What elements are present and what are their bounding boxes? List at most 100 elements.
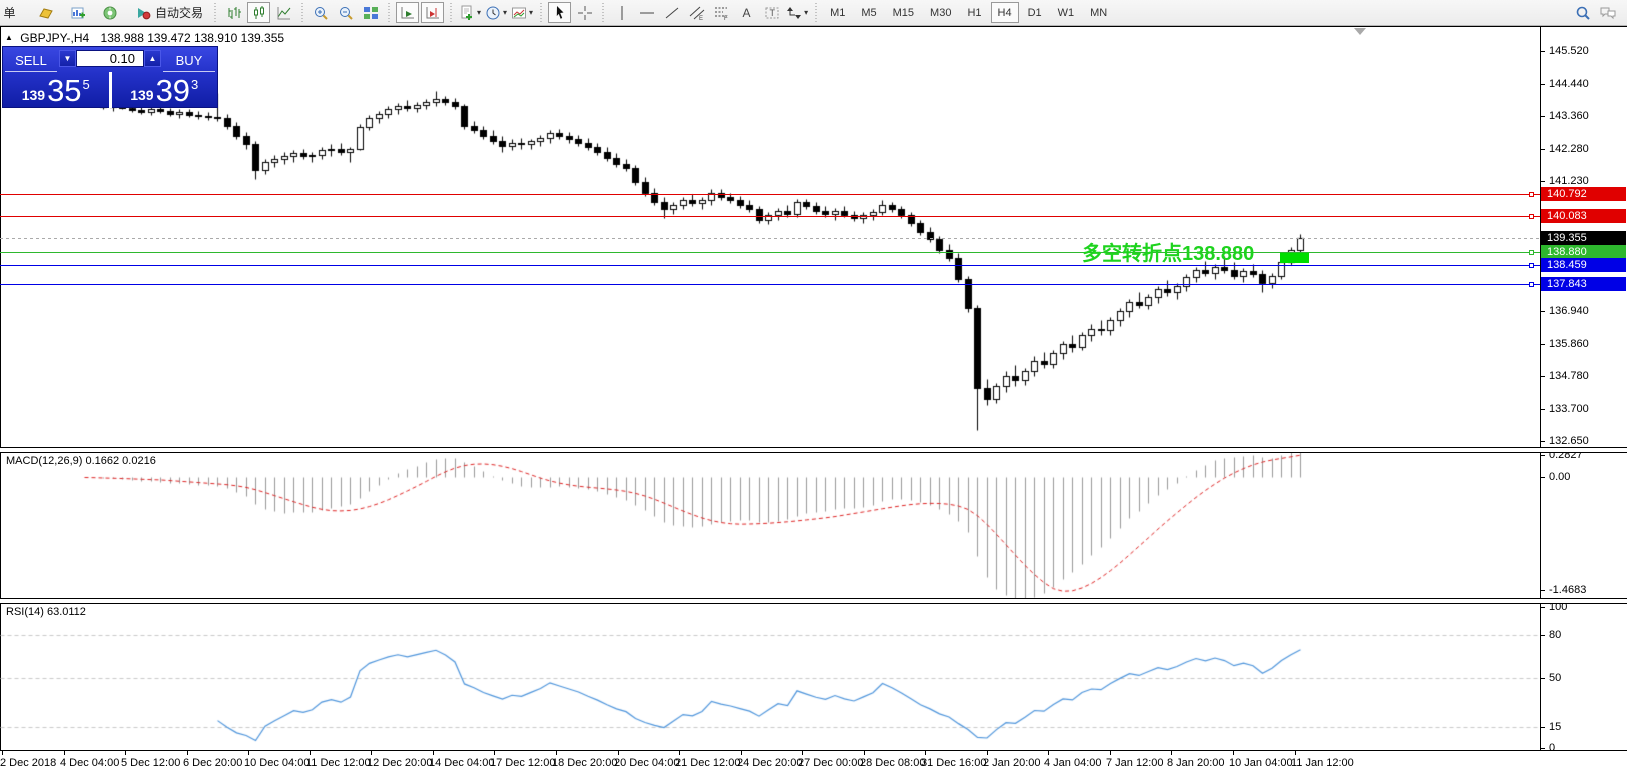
price-axis-tick-label: 132.650 (1549, 435, 1589, 447)
rsi-axis-tick (1541, 635, 1545, 636)
time-axis-label: 7 Jan 12:00 (1106, 757, 1164, 769)
tab-timeframe-h4[interactable]: H4 (990, 2, 1019, 23)
price-axis-tick-label: 136.940 (1549, 305, 1589, 317)
deposit-icon[interactable] (34, 2, 57, 23)
vertical-line-icon[interactable] (610, 2, 633, 23)
equidistant-channel-icon[interactable]: E (685, 2, 708, 23)
price-axis-tick (1541, 116, 1545, 117)
macd-axis-tick-label: -1.4683 (1549, 584, 1587, 596)
price-level-label[interactable]: 137.843 (1541, 277, 1626, 291)
rsi-header: RSI(14) 63.0112 (6, 606, 86, 618)
rsi-axis-tick-label: 80 (1549, 629, 1562, 641)
buy-price-prefix: 139 (130, 87, 154, 103)
auto-trading-icon (138, 7, 151, 19)
chat-icon[interactable] (1596, 2, 1619, 23)
new-order-button[interactable]: 单 (0, 2, 21, 23)
arrows-button[interactable]: ▾ (785, 2, 809, 23)
one-click-trading-panel: SELL ▼ 0.10 ▲ BUY 139 35 5 139 39 3 (2, 46, 218, 108)
level-line-handle[interactable] (1529, 192, 1534, 197)
annotation-text[interactable]: 多空转折点138.880 (1082, 243, 1255, 265)
rsi-chart-canvas[interactable] (0, 602, 1540, 750)
tab-timeframe-m15[interactable]: M15 (892, 6, 915, 19)
toolbar-separator (299, 2, 306, 23)
fibonacci-icon[interactable]: F (710, 2, 733, 23)
price-level-label[interactable]: 140.083 (1541, 209, 1626, 223)
sell-button[interactable]: SELL (5, 49, 57, 72)
price-axis-tick-label: 141.230 (1549, 175, 1589, 187)
tab-timeframe-m5[interactable]: M5 (861, 6, 877, 19)
level-line-handle[interactable] (1529, 214, 1534, 219)
chart-shift-marker-icon[interactable] (1354, 28, 1366, 35)
time-axis-tick (494, 751, 495, 755)
annotation-rectangle[interactable] (1280, 253, 1309, 263)
zoom-out-icon[interactable] (334, 2, 357, 23)
price-axis-tick (1541, 409, 1545, 410)
macd-pane-divider[interactable] (0, 447, 1627, 453)
tile-windows-icon[interactable] (359, 2, 382, 23)
crosshair-icon[interactable] (573, 2, 596, 23)
text-label-icon[interactable]: T (760, 2, 783, 23)
notifications-icon[interactable] (98, 2, 121, 23)
time-axis-tick (864, 751, 865, 755)
price-level-label[interactable]: 139.355 (1541, 231, 1626, 245)
tab-timeframe-h1[interactable]: H1 (967, 6, 982, 19)
time-axis-tick (371, 751, 372, 755)
horizontal-level-line[interactable] (0, 284, 1540, 285)
svg-text:E: E (699, 16, 703, 21)
price-chart-canvas[interactable] (0, 27, 1540, 447)
price-axis-tick (1541, 344, 1545, 345)
trendline-icon[interactable] (660, 2, 683, 23)
level-line-handle[interactable] (1529, 263, 1534, 268)
text-icon[interactable]: A (742, 5, 751, 20)
templates-button[interactable]: ▾ (510, 2, 534, 23)
tab-timeframe-m30[interactable]: M30 (930, 6, 952, 19)
time-axis-label: 2 Dec 2018 (0, 757, 57, 769)
volume-increase-button[interactable]: ▲ (144, 50, 161, 67)
cursor-icon[interactable] (548, 2, 572, 23)
one-click-panel-toggle[interactable]: ▲ (5, 33, 13, 42)
buy-button[interactable]: BUY (163, 49, 215, 72)
tab-timeframe-d1[interactable]: D1 (1027, 6, 1042, 19)
search-icon[interactable] (1571, 2, 1594, 23)
horizontal-level-line[interactable] (0, 194, 1540, 195)
sell-price-sup: 5 (82, 77, 90, 92)
horizontal-level-line[interactable] (0, 265, 1540, 266)
auto-trading-button[interactable]: 自动交易 (130, 2, 208, 23)
price-axis-tick (1541, 311, 1545, 312)
volume-decrease-button[interactable]: ▼ (59, 50, 76, 67)
rsi-axis-tick (1541, 727, 1545, 728)
level-line-handle[interactable] (1529, 250, 1534, 255)
new-chart-button[interactable] (66, 2, 89, 23)
line-chart-icon[interactable] (272, 2, 295, 23)
bid-price-line[interactable] (0, 238, 1540, 239)
horizontal-line-icon[interactable] (635, 2, 658, 23)
bar-chart-icon[interactable] (222, 2, 245, 23)
zoom-in-icon[interactable] (309, 2, 332, 23)
horizontal-level-line[interactable] (0, 252, 1540, 253)
price-axis-tick (1541, 149, 1545, 150)
rsi-pane-divider[interactable] (0, 598, 1627, 604)
macd-axis-tick-label: 0.00 (1549, 471, 1571, 483)
buy-price[interactable]: 139 39 3 (112, 72, 218, 108)
sell-price[interactable]: 139 35 5 (3, 72, 109, 108)
tab-timeframe-w1[interactable]: W1 (1057, 6, 1075, 19)
price-level-label[interactable]: 138.880 (1541, 245, 1626, 259)
time-axis-label: 2 Jan 20:00 (983, 757, 1041, 769)
price-level-label[interactable]: 138.459 (1541, 258, 1626, 272)
toolbar-separator (600, 2, 607, 23)
price-level-label[interactable]: 140.792 (1541, 187, 1626, 201)
time-axis-tick (125, 751, 126, 755)
tab-timeframe-mn[interactable]: MN (1090, 6, 1108, 19)
auto-scroll-icon[interactable] (396, 2, 420, 23)
indicators-button[interactable]: ▾ (458, 2, 482, 23)
periods-button[interactable]: ▾ (484, 2, 508, 23)
horizontal-level-line[interactable] (0, 216, 1540, 217)
candlestick-chart-icon[interactable] (247, 2, 271, 23)
macd-chart-canvas[interactable] (0, 451, 1540, 598)
level-line-handle[interactable] (1529, 282, 1534, 287)
chart-shift-icon[interactable] (421, 2, 445, 23)
tab-timeframe-m1[interactable]: M1 (830, 6, 846, 19)
templates-icon (512, 7, 527, 18)
volume-input[interactable]: 0.10 (76, 50, 144, 67)
time-axis-label: 27 Dec 00:00 (798, 757, 864, 769)
